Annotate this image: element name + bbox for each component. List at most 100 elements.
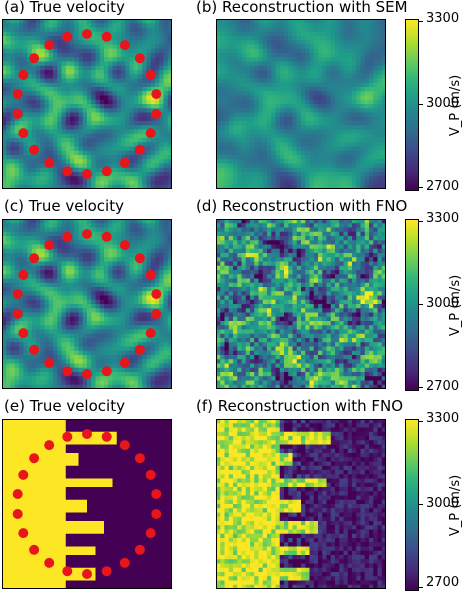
heatmap-cell xyxy=(322,57,327,62)
heatmap-cell xyxy=(61,380,67,386)
heatmap-cell xyxy=(125,53,130,58)
heatmap-cell xyxy=(339,159,344,164)
heatmap-cell xyxy=(27,133,33,139)
heatmap-cell xyxy=(228,27,234,33)
heatmap-cell xyxy=(155,299,160,305)
heatmap-cell xyxy=(167,48,172,54)
heatmap-cell xyxy=(95,350,101,356)
heatmap-cell xyxy=(309,116,315,122)
source-marker xyxy=(62,31,73,42)
heatmap-cell xyxy=(6,253,11,258)
heatmap-cell xyxy=(318,61,323,67)
heatmap-cell xyxy=(150,172,156,177)
heatmap-cell xyxy=(23,99,28,105)
heatmap-cell xyxy=(279,23,285,28)
heatmap-cell xyxy=(23,227,28,233)
heatmap-cell xyxy=(267,150,272,156)
heatmap-cell xyxy=(216,180,221,186)
heatmap-cell xyxy=(6,116,11,122)
heatmap-cell xyxy=(163,376,169,381)
heatmap-cell xyxy=(91,265,96,271)
heatmap-cell xyxy=(104,380,109,386)
heatmap-cell xyxy=(381,163,386,169)
heatmap-cell xyxy=(360,78,366,84)
heatmap-cell xyxy=(254,176,259,181)
heatmap-cell xyxy=(159,244,164,250)
heatmap-cell xyxy=(146,31,152,37)
heatmap-cell xyxy=(228,19,234,24)
heatmap-cell xyxy=(40,155,45,160)
heatmap-cell xyxy=(155,278,160,284)
heatmap-cell xyxy=(44,61,50,67)
heatmap-cell xyxy=(74,172,79,177)
heatmap-cell xyxy=(53,155,58,160)
heatmap-cell xyxy=(373,27,378,33)
heatmap-cell xyxy=(57,184,62,189)
heatmap-cell xyxy=(70,304,75,309)
heatmap-cell xyxy=(224,70,230,75)
heatmap-cell xyxy=(108,274,113,279)
heatmap-cell xyxy=(74,184,79,189)
heatmap-cell xyxy=(146,138,152,143)
heatmap-cell xyxy=(10,74,16,79)
heatmap-cell xyxy=(40,65,45,71)
heatmap-cell xyxy=(74,261,79,267)
heatmap-cell xyxy=(78,133,84,139)
heatmap-cell xyxy=(369,138,374,143)
heatmap-cell xyxy=(237,223,242,228)
heatmap-cell xyxy=(254,61,259,67)
heatmap-cell xyxy=(241,27,247,33)
heatmap-cell xyxy=(48,248,54,254)
heatmap-cell xyxy=(335,163,340,169)
heatmap-cell xyxy=(95,95,101,101)
heatmap-cell xyxy=(36,48,41,54)
heatmap-cell xyxy=(36,312,41,318)
heatmap-cell xyxy=(159,329,164,335)
heatmap-cell xyxy=(292,223,298,228)
heatmap-cell xyxy=(167,236,172,241)
heatmap-cell xyxy=(326,104,332,109)
heatmap-cell xyxy=(142,108,147,113)
heatmap-cell xyxy=(163,180,169,186)
heatmap-cell xyxy=(309,53,315,58)
heatmap-cell xyxy=(233,44,238,50)
heatmap-cell xyxy=(220,167,225,173)
heatmap-cell xyxy=(129,95,135,101)
heatmap-cell xyxy=(121,125,126,130)
heatmap-cell xyxy=(99,142,105,147)
heatmap-cell xyxy=(125,150,130,156)
heatmap-cell xyxy=(23,36,28,41)
heatmap-cell xyxy=(163,338,169,343)
heatmap-cell xyxy=(36,91,41,96)
heatmap-cell xyxy=(65,48,71,54)
heatmap-cell xyxy=(95,244,101,250)
heatmap-cell xyxy=(57,291,62,296)
heatmap-cell xyxy=(125,278,130,284)
heatmap-cell xyxy=(220,99,225,105)
heatmap-cell xyxy=(10,240,16,245)
heatmap-cell xyxy=(241,74,247,79)
heatmap-cell xyxy=(121,65,126,71)
heatmap-cell xyxy=(6,70,11,75)
heatmap-cell xyxy=(318,95,323,101)
heatmap-cell xyxy=(61,316,67,322)
heatmap-cell xyxy=(108,248,113,254)
heatmap-cell xyxy=(14,27,20,33)
heatmap-cell xyxy=(70,108,75,113)
heatmap-cell xyxy=(159,299,164,305)
heatmap-cell xyxy=(159,65,164,71)
heatmap-cell xyxy=(150,176,156,181)
heatmap-cell xyxy=(23,82,28,88)
heatmap-cell xyxy=(250,27,255,33)
heatmap-cell xyxy=(216,91,221,96)
heatmap-cell xyxy=(292,159,298,164)
heatmap-cell xyxy=(23,176,28,181)
heatmap-cell xyxy=(267,108,272,113)
heatmap-cell xyxy=(159,380,164,386)
heatmap-cell xyxy=(279,19,285,24)
heatmap-cell xyxy=(6,244,11,250)
heatmap-cell xyxy=(104,312,109,318)
heatmap-cell xyxy=(381,61,386,67)
heatmap-cell xyxy=(146,316,152,322)
heatmap-cell xyxy=(381,219,386,224)
